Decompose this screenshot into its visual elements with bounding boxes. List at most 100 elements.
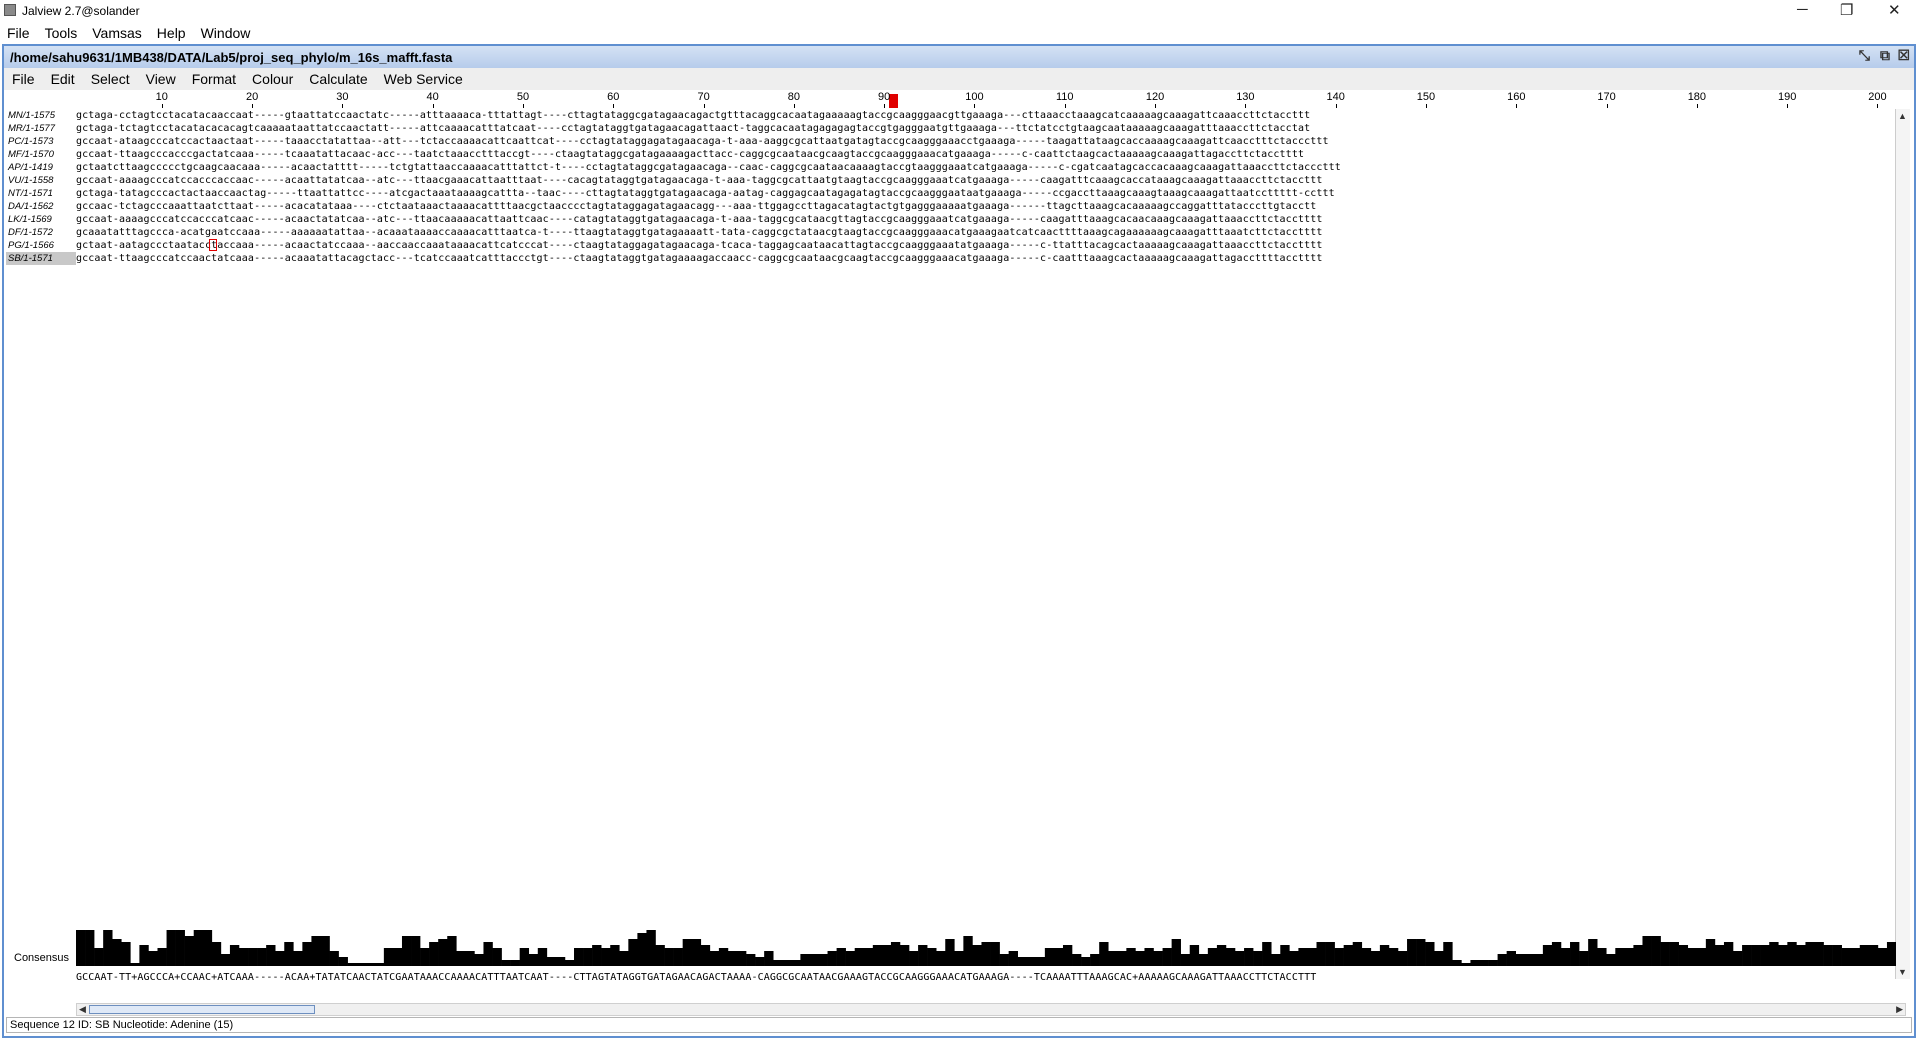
consensus-bar [429,942,439,966]
frame-menu-colour[interactable]: Colour [252,71,294,87]
consensus-bar [592,945,602,966]
ruler-label-30: 30 [336,91,349,103]
sequence-id[interactable]: MF/1-1570 [8,149,54,160]
consensus-bar [863,948,874,966]
frame-menu-web-service[interactable]: Web Service [383,71,463,87]
sequence-id[interactable]: MN/1-1575 [8,110,55,121]
consensus-bar [737,951,747,966]
frame-menu-file[interactable]: File [12,71,35,87]
consensus-bar [1416,939,1426,966]
vertical-scrollbar[interactable]: ▲ ▼ [1895,109,1910,979]
scroll-left-icon[interactable]: ◀ [79,1004,86,1014]
sequence-id[interactable]: DF/1-1572 [8,227,53,238]
column-ruler[interactable]: 10 20 30 40 50 60 70 80 90 100 110 120 130 140 150 160 1… [4,90,1914,108]
consensus-bar [1262,942,1272,966]
consensus-bar [555,957,566,966]
frame-menu-format[interactable]: Format [191,71,237,87]
frame-menu-calculate[interactable]: Calculate [309,71,368,87]
consensus-bar [610,945,620,966]
consensus-bar [465,951,475,966]
sequence-row[interactable]: gccaac-tctagcccaaattaatcttaat-----acacat… [76,201,1317,212]
consensus-bar [1434,951,1444,966]
consensus-bar [927,948,937,966]
consensus-bar [1533,954,1544,966]
horizontal-scroll-thumb[interactable] [89,1005,315,1014]
ruler-label-90: 90 [878,91,891,103]
sequence-row[interactable]: gccaat-aaaagcccatccacccatcaac-----acaact… [76,214,1323,225]
maximize-icon[interactable]: ⧉ [1880,47,1890,63]
consensus-bar [103,930,113,966]
sequence-row[interactable]: gctaga-cctagtcctacatacaaccaat-----gtaatt… [76,110,1311,121]
sequence-id[interactable]: AP/1-1419 [8,162,53,173]
consensus-bar [1207,948,1218,966]
consensus-bar [1370,951,1381,966]
edit-cursor [209,239,217,251]
ruler-tick [703,104,705,108]
consensus-bar [909,951,919,966]
consensus-bar [184,936,195,966]
consensus-bar [501,960,511,966]
horizontal-scrollbar[interactable]: ◀ ▶ [76,1003,1906,1016]
consensus-bar [1289,951,1299,966]
menu-window[interactable]: Window [200,25,251,41]
menu-file[interactable]: File [7,25,30,41]
frame-menu-edit[interactable]: Edit [50,71,75,87]
sequence-row[interactable]: gccaat-ttaagcccacccgactatcaaa-----tcaaat… [76,149,1305,160]
sequence-row[interactable]: gccaat-ataagcccatccactaactaat-----taaacc… [76,136,1329,147]
iconify-icon[interactable]: ⤡ [1858,47,1870,63]
consensus-sequence: GCCAAT-TT+AGCCCA+CCAAC+ATCAAA-----ACAA+T… [76,972,1317,983]
sequence-id[interactable]: LK/1-1569 [8,214,52,225]
consensus-bar [202,930,213,966]
menu-help[interactable]: Help [156,25,186,41]
frame-menu-select[interactable]: Select [90,71,130,87]
consensus-bar [899,945,910,966]
consensus-bar [293,951,303,966]
consensus-bar [890,942,901,966]
sequence-row[interactable]: gctaatcttaagccccctgcaagcaacaaa-----acaac… [76,162,1341,173]
sequence-row[interactable]: gccaat-aaaagcccatccacccaccaac-----acaatt… [76,175,1323,186]
ruler-tick [1606,104,1608,108]
sequence-row[interactable]: gccaat-ttaagcccatccaactatcaaa-----acaaat… [76,253,1323,264]
frame-titlebar: /home/sahu9631/1MB438/DATA/Lab5/proj_seq… [4,46,1914,69]
frame-close-icon[interactable]: ☒ [1897,47,1910,63]
sequence-id[interactable]: PG/1-1566 [8,240,54,251]
scroll-down-icon[interactable]: ▼ [1898,967,1907,977]
minimize-icon[interactable]: ─ [1797,1,1808,18]
ruler-label-20: 20 [245,91,259,103]
sequence-row[interactable]: gctaga-tctagtcctacatacacacagtcaaaaataatt… [76,123,1311,134]
consensus-bar [1225,948,1236,966]
scroll-up-icon[interactable]: ▲ [1898,111,1907,121]
sequence-row[interactable]: gctaga-tatagcccactactaaccaactag-----ttaa… [76,188,1335,199]
scroll-right-icon[interactable]: ▶ [1896,1004,1903,1014]
consensus-bar [682,939,693,966]
menu-vamsas[interactable]: Vamsas [92,25,142,41]
consensus-bar [1271,954,1281,966]
menu-tools[interactable]: Tools [44,25,78,41]
main-menubar: File Tools Vamsas Help Window [0,22,1920,44]
ruler-tick [161,104,163,108]
frame-menu-view[interactable]: View [145,71,176,87]
consensus-bar [1615,948,1625,966]
sequence-row[interactable]: gctaat-aatagccctaatacctaccaaa-----acaact… [76,240,1323,251]
consensus-bar [1877,948,1888,966]
sequence-id[interactable]: MR/1-1577 [8,123,55,134]
restore-icon[interactable]: ❐ [1840,2,1854,19]
consensus-label[interactable]: Consensus [14,952,70,964]
sequence-id[interactable]: PC/1-1573 [8,136,54,147]
consensus-bar [800,954,810,966]
sequence-id-panel[interactable]: MN/1-1575 MR/1-1577 PC/1-1573 MF/1-1570 AP/1… [6,109,76,265]
sequence-id[interactable]: SB/1-1571 [6,252,76,265]
consensus-bar [1280,945,1290,966]
sequence-id[interactable]: NT/1-1571 [8,188,53,199]
sequence-id[interactable]: VU/1-1558 [8,175,54,186]
consensus-bar [619,951,629,966]
consensus-bar [1642,936,1652,966]
close-icon[interactable]: ✕ [1888,2,1901,19]
consensus-bar [564,960,575,966]
consensus-bar [94,948,104,966]
alignment-panel[interactable]: gctaga-cctagtcctacatacaaccaat-----gtaatt… [76,109,1896,265]
sequence-id[interactable]: DA/1-1562 [8,201,54,212]
consensus-bar [1678,945,1689,966]
sequence-row[interactable]: gcaaatatttagccca-acatgaatccaaa-----aaaaa… [76,227,1323,238]
consensus-bar [1189,945,1200,966]
